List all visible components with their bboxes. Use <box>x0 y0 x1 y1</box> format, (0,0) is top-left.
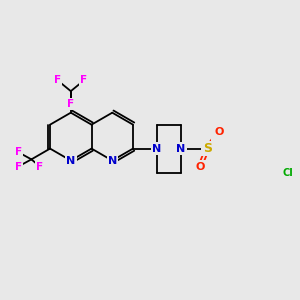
Text: F: F <box>36 161 43 172</box>
Text: N: N <box>108 156 117 166</box>
Text: N: N <box>66 156 75 166</box>
Text: F: F <box>54 75 61 85</box>
Text: F: F <box>15 147 22 157</box>
Text: O: O <box>214 127 224 137</box>
Text: F: F <box>67 99 74 109</box>
Text: O: O <box>195 161 205 172</box>
Text: Cl: Cl <box>283 167 293 178</box>
Text: S: S <box>203 142 212 155</box>
Text: F: F <box>80 75 88 85</box>
Text: N: N <box>176 144 185 154</box>
Text: F: F <box>15 161 22 172</box>
Text: N: N <box>152 144 162 154</box>
